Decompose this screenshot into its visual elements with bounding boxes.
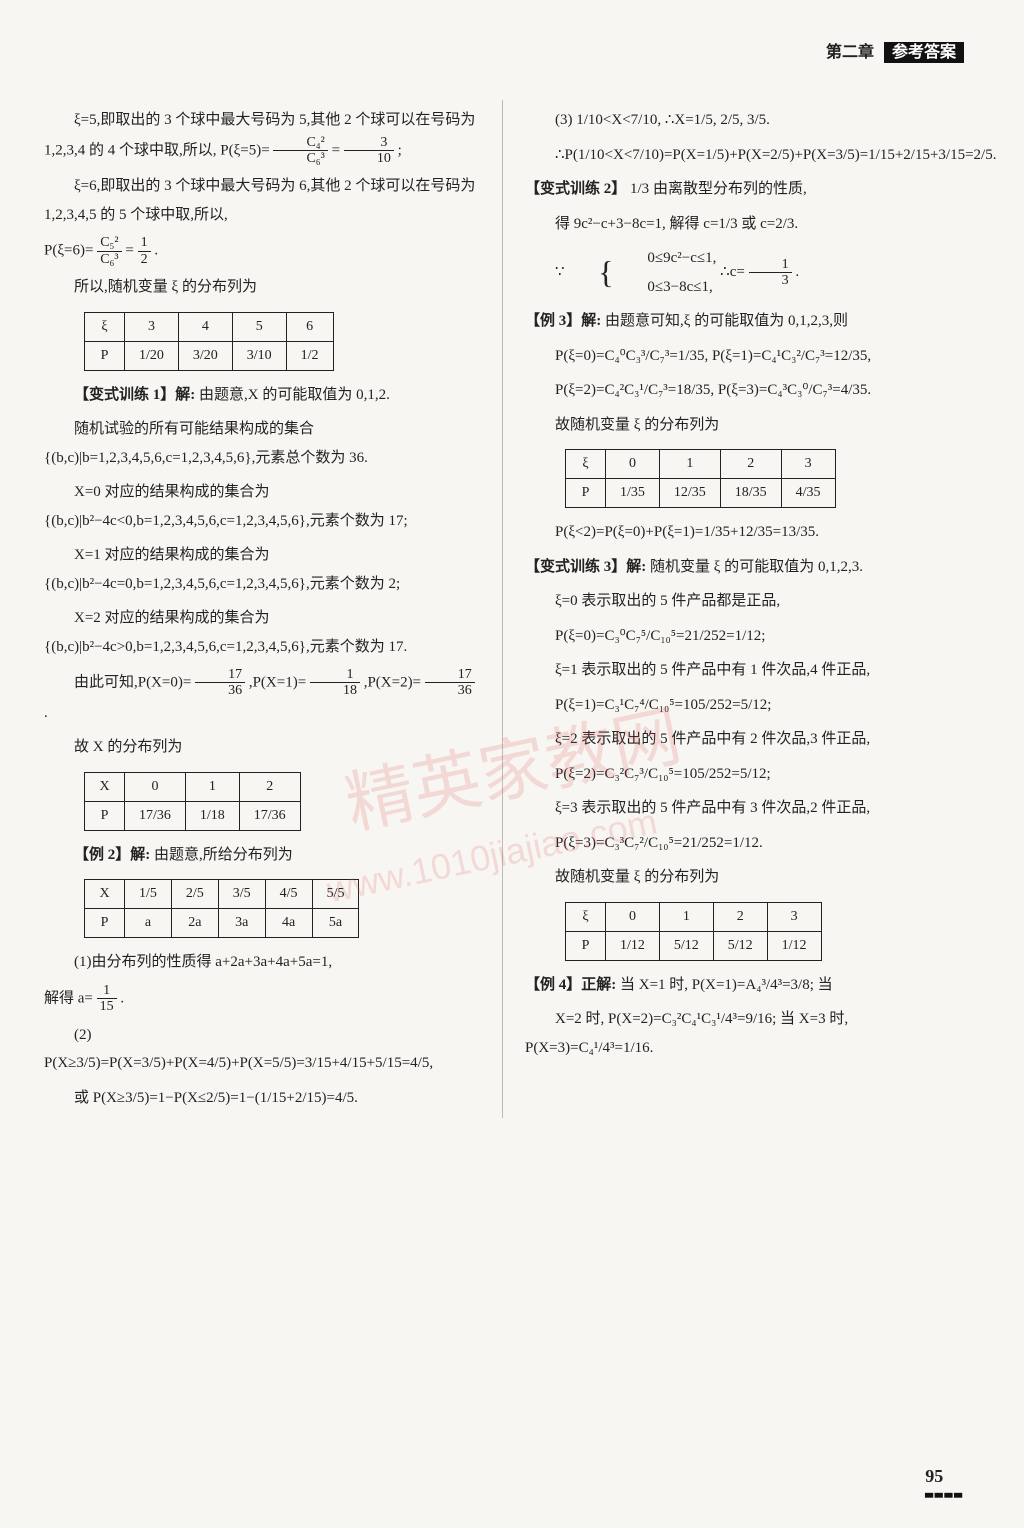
para: 或 P(X≥3/5)=1−P(X≤2/5)=1−(1/15+2/15)=4/5. (44, 1084, 482, 1113)
exercise-label: 【例 4】正解: (525, 977, 616, 993)
para: 【例 3】解: 由题意可知,ξ 的可能取值为 0,1,2,3,则 (525, 307, 980, 336)
para: (3) 1/10<X<7/10, ∴X=1/5, 2/5, 3/5. (525, 106, 980, 135)
para: 故随机变量 ξ 的分布列为 (525, 863, 980, 892)
para: P(ξ=6)= C₅²C₆³ = 12 . (44, 235, 482, 267)
para: P(ξ=1)=C₃¹C₇⁴/C₁₀⁵=105/252=5/12; (525, 691, 980, 720)
exercise-label: 【例 2】解: (74, 847, 150, 863)
para: P(ξ=0)=C₃⁰C₇⁵/C₁₀⁵=21/252=1/12; (525, 622, 980, 651)
para: ξ=5,即取出的 3 个球中最大号码为 5,其他 2 个球可以在号码为 1,2,… (44, 106, 482, 166)
para: 故随机变量 ξ 的分布列为 (525, 411, 980, 440)
para: ξ=0 表示取出的 5 件产品都是正品, (525, 587, 980, 616)
fraction: 115 (97, 983, 117, 1015)
exercise-label: 【变式训练 1】解: (74, 387, 195, 403)
table-row: P 1/35 12/35 18/35 4/35 (566, 479, 836, 508)
fraction: 118 (310, 667, 360, 699)
distribution-table-2: X 0 1 2 P 17/36 1/18 17/36 (84, 772, 301, 831)
section-label: 参考答案 (884, 42, 964, 63)
fraction: 1736 (195, 667, 245, 699)
distribution-table-3: X 1/5 2/5 3/5 4/5 5/5 P a 2a 3a 4a 5a (84, 879, 359, 938)
para: P(ξ=2)=C₃²C₇³/C₁₀⁵=105/252=5/12; (525, 760, 980, 789)
para: P(ξ<2)=P(ξ=0)+P(ξ=1)=1/35+12/35=13/35. (525, 518, 980, 547)
exercise-label: 【变式训练 3】解: (525, 559, 646, 575)
para: P(ξ=0)=C₄⁰C₃³/C₇³=1/35, P(ξ=1)=C₄¹C₃²/C₇… (525, 342, 980, 371)
para: 【变式训练 2】 1/3 由离散型分布列的性质, (525, 175, 980, 204)
para: 随机试验的所有可能结果构成的集合{(b,c)|b=1,2,3,4,5,6,c=1… (44, 415, 482, 472)
distribution-table-1: ξ 3 4 5 6 P 1/20 3/20 3/10 1/2 (84, 312, 334, 371)
exercise-label: 【例 3】解: (525, 313, 601, 329)
fraction: 310 (344, 135, 394, 167)
fraction: C₄²C₆³ (273, 135, 327, 167)
para: (2) P(X≥3/5)=P(X=3/5)+P(X=4/5)+P(X=5/5)=… (44, 1021, 482, 1078)
para: ξ=6,即取出的 3 个球中最大号码为 6,其他 2 个球可以在号码为 1,2,… (44, 172, 482, 229)
distribution-table-4: ξ 0 1 2 3 P 1/35 12/35 18/35 4/35 (565, 449, 836, 508)
para: (1)由分布列的性质得 a+2a+3a+4a+5a=1, (44, 948, 482, 977)
table-row: ξ 3 4 5 6 (85, 312, 334, 341)
page-bar-icon: ▃▃▃▃ (925, 1487, 964, 1498)
fraction: 12 (138, 235, 151, 267)
para: 【例 2】解: 由题意,所给分布列为 (44, 841, 482, 870)
fraction: 1736 (425, 667, 475, 699)
para: X=0 对应的结果构成的集合为{(b,c)|b²−4c<0,b=1,2,3,4,… (44, 478, 482, 535)
table-row: P 1/20 3/20 3/10 1/2 (85, 341, 334, 370)
para: 解得 a= 115 . (44, 983, 482, 1015)
left-column: ξ=5,即取出的 3 个球中最大号码为 5,其他 2 个球可以在号码为 1,2,… (44, 100, 482, 1118)
exercise-label: 【变式训练 2】 (525, 181, 626, 197)
fraction: C₅²C₆³ (97, 235, 121, 267)
para: P(ξ=3)=C₃³C₇²/C₁₀⁵=21/252=1/12. (525, 829, 980, 858)
para: X=2 时, P(X=2)=C₃²C₄¹C₃¹/4³=9/16; 当 X=3 时… (525, 1005, 980, 1062)
table-row: ξ 0 1 2 3 (566, 902, 822, 931)
chapter-label: 第二章 (826, 44, 874, 61)
para: 【变式训练 3】解: 随机变量 ξ 的可能取值为 0,1,2,3. (525, 553, 980, 582)
para: P(ξ=2)=C₄²C₃¹/C₇³=18/35, P(ξ=3)=C₄³C₃⁰/C… (525, 376, 980, 405)
distribution-table-5: ξ 0 1 2 3 P 1/12 5/12 5/12 1/12 (565, 902, 822, 961)
fraction: 13 (749, 257, 792, 289)
brace-icon: { (568, 260, 613, 286)
para: 得 9c²−c+3−8c=1, 解得 c=1/3 或 c=2/3. (525, 210, 980, 239)
page-header: 第二章 参考答案 (826, 38, 964, 62)
table-row: P a 2a 3a 4a 5a (85, 909, 359, 938)
para: 所以,随机变量 ξ 的分布列为 (44, 273, 482, 302)
para: X=1 对应的结果构成的集合为{(b,c)|b²−4c=0,b=1,2,3,4,… (44, 541, 482, 598)
table-row: X 1/5 2/5 3/5 4/5 5/5 (85, 880, 359, 909)
para: ξ=2 表示取出的 5 件产品中有 2 件次品,3 件正品, (525, 725, 980, 754)
page-number: 95 ▃▃▃▃ (925, 1466, 964, 1498)
two-column-layout: ξ=5,即取出的 3 个球中最大号码为 5,其他 2 个球可以在号码为 1,2,… (44, 100, 980, 1118)
table-row: P 17/36 1/18 17/36 (85, 801, 301, 830)
table-row: P 1/12 5/12 5/12 1/12 (566, 931, 822, 960)
para: 由此可知,P(X=0)= 1736 ,P(X=1)= 118 ,P(X=2)= … (44, 667, 482, 727)
para: ξ=1 表示取出的 5 件产品中有 1 件次品,4 件正品, (525, 656, 980, 685)
para: ∴P(1/10<X<7/10)=P(X=1/5)+P(X=2/5)+P(X=3/… (525, 141, 980, 170)
para: 故 X 的分布列为 (44, 733, 482, 762)
para: 【例 4】正解: 当 X=1 时, P(X=1)=A₄³/4³=3/8; 当 (525, 971, 980, 1000)
table-row: ξ 0 1 2 3 (566, 450, 836, 479)
para: ∵ { 0≤9c²−c≤1, 0≤3−8c≤1, ∴c= 13 . (525, 244, 980, 301)
para: ξ=3 表示取出的 5 件产品中有 3 件次品,2 件正品, (525, 794, 980, 823)
table-row: X 0 1 2 (85, 772, 301, 801)
para: X=2 对应的结果构成的集合为{(b,c)|b²−4c>0,b=1,2,3,4,… (44, 604, 482, 661)
right-column: (3) 1/10<X<7/10, ∴X=1/5, 2/5, 3/5. ∴P(1/… (502, 100, 980, 1118)
para: 【变式训练 1】解: 由题意,X 的可能取值为 0,1,2. (44, 381, 482, 410)
